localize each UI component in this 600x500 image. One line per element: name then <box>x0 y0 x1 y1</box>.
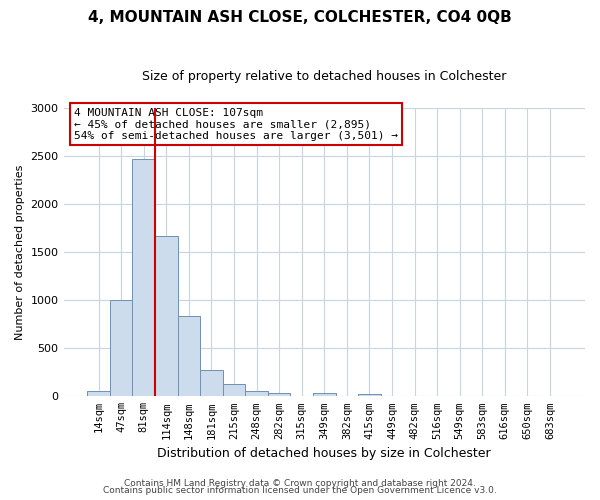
Bar <box>133 159 155 396</box>
Bar <box>268 393 290 396</box>
Bar <box>200 370 223 396</box>
Text: Contains public sector information licensed under the Open Government Licence v3: Contains public sector information licen… <box>103 486 497 495</box>
Bar <box>110 300 133 396</box>
Bar <box>358 394 381 396</box>
Bar <box>87 391 110 396</box>
Bar <box>155 236 178 396</box>
Bar <box>223 384 245 396</box>
Bar <box>245 392 268 396</box>
Y-axis label: Number of detached properties: Number of detached properties <box>15 164 25 340</box>
Bar <box>178 316 200 396</box>
Text: Contains HM Land Registry data © Crown copyright and database right 2024.: Contains HM Land Registry data © Crown c… <box>124 478 476 488</box>
Bar <box>313 393 335 396</box>
Text: 4, MOUNTAIN ASH CLOSE, COLCHESTER, CO4 0QB: 4, MOUNTAIN ASH CLOSE, COLCHESTER, CO4 0… <box>88 10 512 25</box>
X-axis label: Distribution of detached houses by size in Colchester: Distribution of detached houses by size … <box>157 447 491 460</box>
Title: Size of property relative to detached houses in Colchester: Size of property relative to detached ho… <box>142 70 506 83</box>
Text: 4 MOUNTAIN ASH CLOSE: 107sqm
← 45% of detached houses are smaller (2,895)
54% of: 4 MOUNTAIN ASH CLOSE: 107sqm ← 45% of de… <box>74 108 398 141</box>
